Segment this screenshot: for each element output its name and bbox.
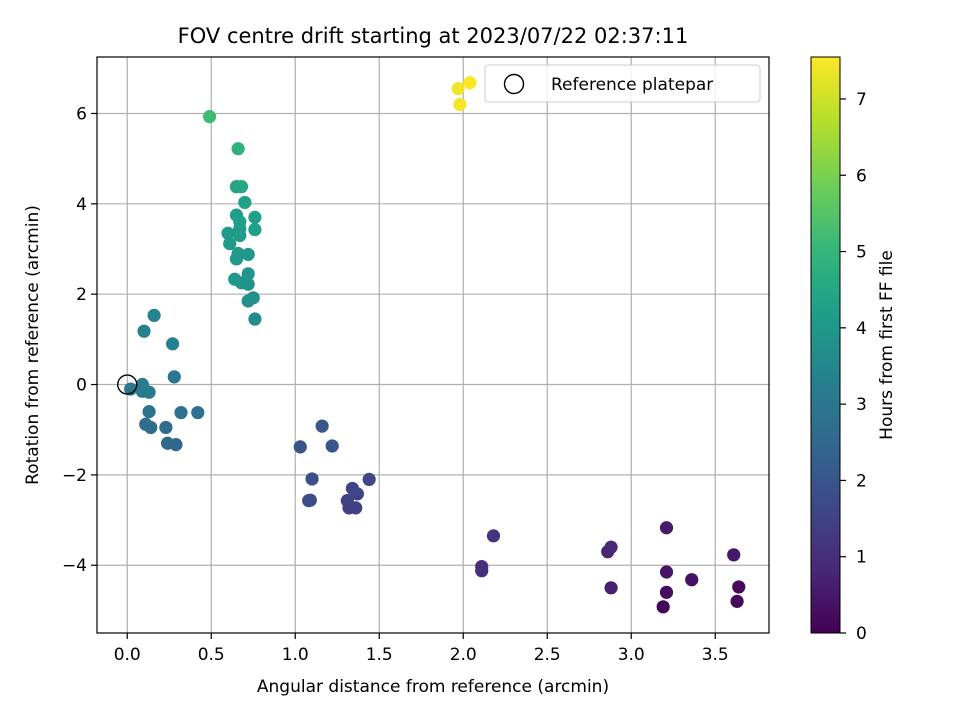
data-point <box>234 180 249 194</box>
colorbar-tick-label: 6 <box>856 166 867 186</box>
plot-frame <box>96 56 770 634</box>
colorbar <box>810 56 841 634</box>
x-tick-label: 2.5 <box>534 645 561 665</box>
colorbar-tick-label: 3 <box>856 395 867 415</box>
reference-marker <box>117 374 138 395</box>
data-point <box>453 97 467 112</box>
data-point <box>451 82 465 96</box>
data-point <box>604 540 618 554</box>
reference-point <box>117 374 138 395</box>
data-point <box>202 110 217 124</box>
colorbar-tick-label: 7 <box>856 90 867 110</box>
colorbar-tick-label: 4 <box>856 319 867 339</box>
colorbar-tick-label: 2 <box>856 471 867 491</box>
y-axis-label: Rotation from reference (arcmin) <box>23 205 43 485</box>
data-point <box>124 382 138 396</box>
x-tick-label: 2.0 <box>450 645 477 665</box>
data-point <box>241 267 255 281</box>
data-point <box>604 581 618 595</box>
data-point <box>159 420 173 435</box>
data-point <box>221 226 235 240</box>
colorbar-tick-label: 1 <box>856 548 867 568</box>
data-point <box>248 312 262 326</box>
data-point <box>303 493 317 507</box>
data-point <box>231 246 245 261</box>
data-point <box>305 472 319 486</box>
colorbar-tick-label: 5 <box>856 243 867 263</box>
x-tick-label: 3.0 <box>618 645 645 665</box>
data-point <box>659 585 674 599</box>
data-point <box>732 580 746 594</box>
data-point <box>231 142 245 156</box>
data-point <box>293 440 307 454</box>
data-point <box>248 210 262 224</box>
legend-box <box>484 64 761 103</box>
data-point <box>475 559 489 574</box>
data-point <box>229 208 244 222</box>
x-tick-label: 0.5 <box>198 645 225 665</box>
data-point <box>727 548 741 562</box>
grid-lines <box>97 57 769 633</box>
y-tick-label: −2 <box>62 466 87 486</box>
x-axis-label: Angular distance from reference (arcmin) <box>257 677 609 697</box>
data-point <box>142 405 156 419</box>
x-axis-ticks: 0.0 0.5 1.0 1.5 2.0 2.5 3.0 3.5 <box>114 633 729 665</box>
y-tick-label: 4 <box>76 195 87 215</box>
data-point <box>191 405 205 420</box>
data-point <box>362 472 376 486</box>
colorbar-tick-label: 0 <box>856 624 867 644</box>
data-point <box>248 222 262 237</box>
x-tick-label: 1.5 <box>366 645 393 665</box>
colorbar-label: Hours from first FF file <box>877 250 897 440</box>
data-point <box>147 308 161 323</box>
data-point <box>137 324 151 338</box>
data-point <box>160 436 175 450</box>
x-tick-label: 3.5 <box>702 645 729 665</box>
y-tick-label: 6 <box>76 104 87 124</box>
data-point <box>246 291 260 305</box>
data-point <box>238 195 252 210</box>
y-axis-ticks: −4 −2 0 2 4 6 <box>62 104 97 576</box>
y-tick-label: 2 <box>76 285 87 305</box>
y-tick-label: 0 <box>76 376 87 396</box>
data-point <box>174 405 188 420</box>
data-point <box>241 247 255 262</box>
data-point <box>139 417 153 431</box>
chart-title: FOV centre drift starting at 2023/07/22 … <box>178 24 689 48</box>
y-tick-label: −4 <box>62 556 87 576</box>
x-tick-label: 0.0 <box>114 645 141 665</box>
data-point <box>325 439 339 453</box>
data-point <box>315 419 329 433</box>
data-point <box>463 76 477 90</box>
data-point <box>228 272 242 286</box>
colorbar-ticks: 0 1 2 3 4 5 6 7 <box>840 90 867 644</box>
data-point <box>223 236 237 251</box>
data-point <box>167 370 181 384</box>
data-point <box>486 529 501 543</box>
legend-entry-reference: Reference platepar <box>551 75 713 95</box>
legend-marker <box>503 73 525 95</box>
data-point <box>345 481 359 496</box>
data-points <box>124 76 746 614</box>
data-point <box>340 494 354 508</box>
data-point <box>685 573 699 587</box>
x-tick-label: 1.0 <box>282 645 309 665</box>
data-point <box>659 521 674 535</box>
data-point <box>656 600 670 614</box>
data-point <box>659 565 674 579</box>
data-point <box>135 377 149 392</box>
legend: Reference platepar <box>484 64 761 103</box>
data-point <box>166 337 180 351</box>
data-point <box>730 594 744 608</box>
